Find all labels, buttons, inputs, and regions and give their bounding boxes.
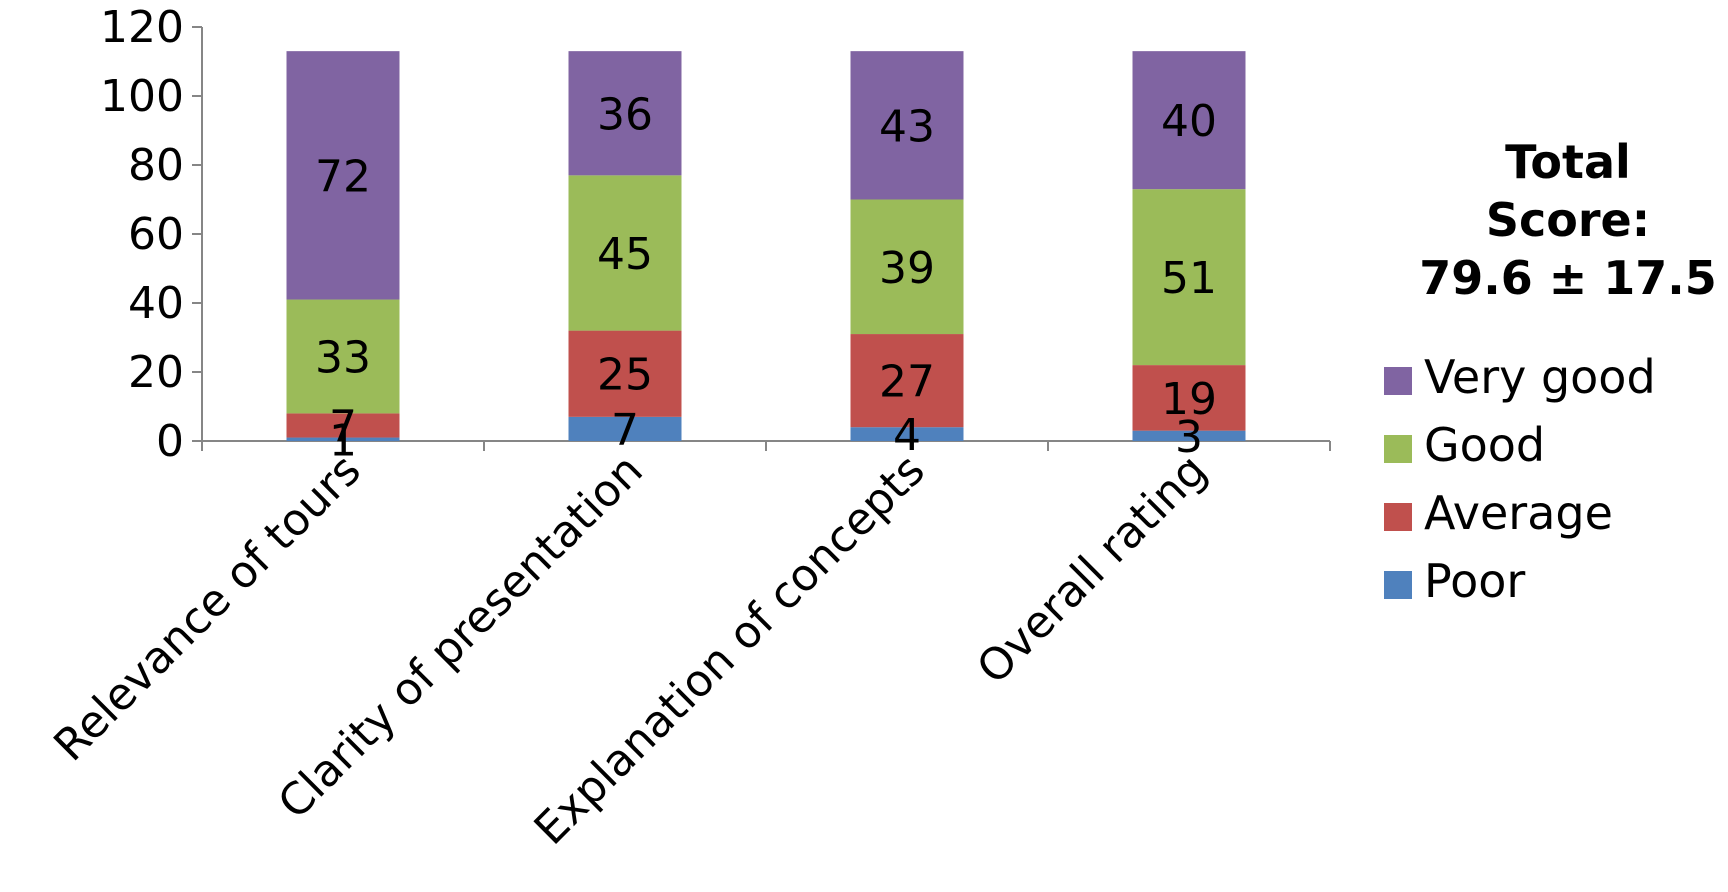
- bar-segment-very-good: [1132, 51, 1246, 190]
- legend-label: Poor: [1424, 554, 1525, 608]
- bars: [286, 51, 1246, 441]
- y-tick-label: 40: [128, 278, 184, 329]
- data-label: 1: [329, 415, 357, 466]
- y-tick-label: 60: [128, 209, 184, 260]
- data-label: 25: [597, 350, 653, 401]
- bar-segment-good: [568, 175, 682, 331]
- bar-segment-poor: [1132, 430, 1246, 441]
- legend-swatch-average: [1384, 503, 1412, 531]
- y-tick-label: 0: [156, 416, 184, 467]
- legend-swatch-poor: [1384, 571, 1412, 599]
- legend-label: Average: [1424, 486, 1613, 540]
- bar-segment-good: [1132, 189, 1246, 366]
- data-label: 27: [879, 357, 935, 408]
- bar-segment-average: [286, 413, 400, 438]
- legend: Very good Good Average Poor: [1384, 350, 1656, 608]
- data-label: 7: [329, 401, 357, 452]
- data-label: 43: [879, 101, 935, 152]
- category-label: Overall rating: [967, 445, 1216, 694]
- data-label: 72: [315, 151, 371, 202]
- data-label: 45: [597, 229, 653, 280]
- y-tick-label: 100: [100, 71, 184, 122]
- legend-label: Good: [1424, 418, 1545, 472]
- bar-segment-poor: [850, 427, 964, 441]
- legend-label: Very good: [1424, 350, 1656, 404]
- bar-segment-average: [1132, 365, 1246, 431]
- category-label: Relevance of tours: [44, 445, 370, 771]
- data-label: 51: [1161, 253, 1217, 304]
- data-label: 4: [893, 410, 921, 461]
- data-label: 39: [879, 243, 935, 294]
- bar-segment-poor: [568, 416, 682, 441]
- bar-segment-good: [286, 299, 400, 414]
- annotation-line-2: Score:: [1486, 193, 1650, 247]
- y-axis: 0 20 40 60 80 100 120: [100, 2, 203, 467]
- bar-segment-average: [850, 334, 964, 428]
- bar-segment-good: [850, 199, 964, 335]
- data-label: 7: [611, 405, 639, 456]
- data-label: 40: [1161, 96, 1217, 147]
- bar-segment-average: [568, 330, 682, 417]
- y-tick-label: 20: [128, 347, 184, 398]
- data-label: 33: [315, 332, 371, 383]
- data-label: 3: [1175, 412, 1203, 463]
- annotation-line-1: Total: [1505, 135, 1631, 189]
- total-score-annotation: Total Score: 79.6 ± 17.5: [1419, 135, 1717, 305]
- bar-segment-very-good: [850, 51, 964, 200]
- bar-segment-very-good: [286, 51, 400, 300]
- y-tick-label: 80: [128, 140, 184, 191]
- legend-swatch-very-good: [1384, 367, 1412, 395]
- annotation-line-3: 79.6 ± 17.5: [1419, 251, 1717, 305]
- data-label: 19: [1161, 374, 1217, 425]
- x-axis: [201, 440, 1331, 451]
- legend-swatch-good: [1384, 435, 1412, 463]
- bar-segment-poor: [286, 437, 400, 441]
- y-tick-label: 120: [100, 2, 184, 53]
- data-label: 36: [597, 89, 653, 140]
- bar-segment-very-good: [568, 51, 682, 176]
